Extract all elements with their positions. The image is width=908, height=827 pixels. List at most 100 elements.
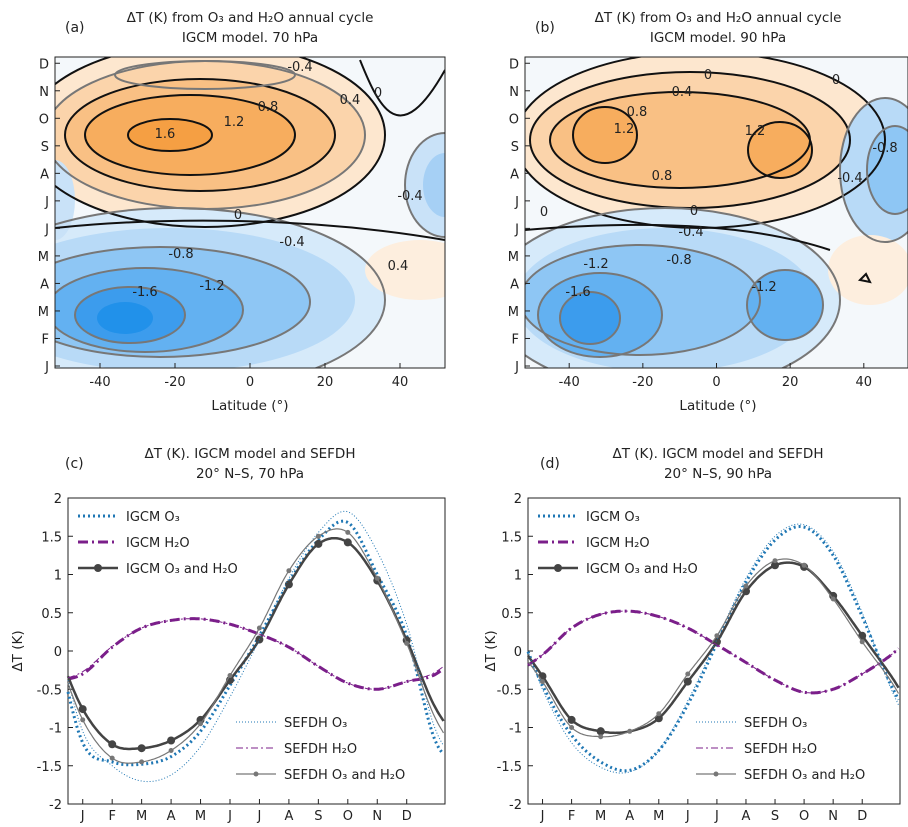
series-line <box>527 523 899 774</box>
panel-b-contour-labels: 0 0.4 0 0.8 1.2 1.2 -0.8 0.8 -0.4 0 0 -0.4 -0.8 -1.2 -… <box>540 68 898 300</box>
panel-d-plot: -2 -1.5 -1 -0.5 0 0.5 1 1.5 2 J F M A M J J A S O N D <box>497 492 900 824</box>
contour-label: -0.4 <box>279 235 304 250</box>
panel-d-label: (d) <box>540 456 560 472</box>
y-tick-label: J <box>514 222 519 237</box>
data-point <box>540 679 545 685</box>
data-point <box>596 727 605 736</box>
x-tick-label: O <box>343 809 353 824</box>
data-point <box>374 575 380 581</box>
legend-entry: IGCM H₂O <box>126 536 190 551</box>
panel-a-title-line1: ΔT (K) from O₃ and H₂O annual cycle <box>127 10 374 26</box>
data-point <box>286 568 292 574</box>
legend-entry: IGCM O₃ <box>586 510 640 525</box>
y-tick-label: A <box>510 167 519 182</box>
panel-b-contour-field <box>525 57 908 368</box>
y-tick-label: N <box>39 85 49 100</box>
y-tick-label: -2 <box>49 798 62 813</box>
x-tick-label: 20 <box>317 375 334 390</box>
panel-d-title-line1: ΔT (K). IGCM model and SEFDH <box>613 446 824 462</box>
x-tick-label: 0 <box>246 375 254 390</box>
y-tick-label: A <box>40 277 49 292</box>
panel-c-title-line2: 20° N–S, 70 hPa <box>196 466 304 482</box>
x-tick-label: -20 <box>164 375 185 390</box>
data-point <box>167 736 176 745</box>
x-tick-label: O <box>799 809 809 824</box>
panel-a-xlabel: Latitude (°) <box>211 398 288 414</box>
y-tick-label: 1.5 <box>41 530 62 545</box>
panel-a-contour-labels: -0.4 0.4 0 0.8 1.2 1.6 -0.4 0 -0.4 -0.8 -1.2 -1.6 0.… <box>132 60 422 300</box>
y-tick-label: M <box>508 250 519 265</box>
contour-label: 0 <box>704 68 712 83</box>
y-tick-label: S <box>41 140 49 155</box>
contour-label: 0.4 <box>672 85 693 100</box>
panel-c-frame <box>67 497 446 805</box>
panel-a-title-line2: IGCM model. 70 hPa <box>182 30 318 46</box>
panel-c-ylabel: ΔT (K) <box>10 630 26 671</box>
data-point <box>683 677 692 686</box>
y-tick-label: 2 <box>514 492 522 507</box>
x-tick-label: S <box>771 809 779 824</box>
x-tick-label: -40 <box>559 375 580 390</box>
y-tick-label: D <box>39 57 49 72</box>
y-tick-label: N <box>509 85 519 100</box>
contour-label: -1.2 <box>751 280 776 295</box>
contour-label: -0.4 <box>287 60 312 75</box>
x-tick-label: M <box>136 809 147 824</box>
contour-label: -1.2 <box>583 257 608 272</box>
panel-b-label: (b) <box>535 20 555 36</box>
x-tick-label: J <box>227 809 232 824</box>
data-point <box>772 558 778 564</box>
data-point <box>801 562 807 568</box>
contour-label: -0.4 <box>837 171 862 186</box>
data-point <box>139 759 145 765</box>
series-line <box>66 536 445 751</box>
contour-label: 0 <box>540 205 548 220</box>
y-tick-label: M <box>508 305 519 320</box>
x-tick-label: 40 <box>392 375 409 390</box>
legend-entry: SEFDH O₃ <box>284 716 347 731</box>
legend-marker <box>713 771 719 777</box>
panel-c: (c) ΔT (K). IGCM model and SEFDH 20° N–S… <box>10 446 446 824</box>
y-tick-label: M <box>38 250 49 265</box>
contour-label: 0 <box>234 208 242 223</box>
contour-label: 0.4 <box>340 93 361 108</box>
contour-label: -1.6 <box>565 285 590 300</box>
y-tick-label: -0.5 <box>37 683 62 698</box>
series-line <box>527 610 899 694</box>
x-tick-label: J <box>257 809 262 824</box>
legend-marker <box>554 564 562 572</box>
y-tick-label: J <box>514 195 519 210</box>
x-tick-label: M <box>595 809 606 824</box>
data-point <box>567 715 576 724</box>
y-tick-label: -0.5 <box>497 683 522 698</box>
panel-d-ylabel: ΔT (K) <box>483 630 499 671</box>
y-tick-label: 2 <box>54 492 62 507</box>
x-tick-label: N <box>828 809 838 824</box>
data-point <box>80 717 86 723</box>
data-point <box>345 529 351 535</box>
contour-label: 1.2 <box>745 124 766 139</box>
contour-label: 1.2 <box>224 115 245 130</box>
x-tick-label: A <box>284 809 293 824</box>
panel-d-legend: IGCM O₃ IGCM H₂O IGCM O₃ and H₂O SEFDH O₃ SE… <box>538 510 865 783</box>
x-tick-label: J <box>685 809 690 824</box>
x-tick-label: 40 <box>856 375 873 390</box>
x-tick-label: A <box>742 809 751 824</box>
panel-a-contour-field <box>55 57 445 368</box>
data-point <box>714 633 720 639</box>
data-point <box>256 625 262 631</box>
contour-label: 0 <box>690 204 698 219</box>
legend-marker <box>94 564 102 572</box>
panel-c-label: (c) <box>65 456 84 472</box>
data-point <box>830 596 836 602</box>
series-line <box>527 558 900 738</box>
panel-c-plot: -2 -1.5 -1 -0.5 0 0.5 1 1.5 2 J F M A M J J A S O N D <box>37 492 445 824</box>
panel-c-title-line1: ΔT (K). IGCM model and SEFDH <box>145 446 356 462</box>
data-point <box>109 755 115 761</box>
panel-d: (d) ΔT (K). IGCM model and SEFDH 20° N–S… <box>483 446 901 824</box>
x-tick-label: A <box>625 809 634 824</box>
contour-label: 0 <box>832 73 840 88</box>
series-line <box>67 510 444 783</box>
y-tick-label: F <box>42 332 49 347</box>
